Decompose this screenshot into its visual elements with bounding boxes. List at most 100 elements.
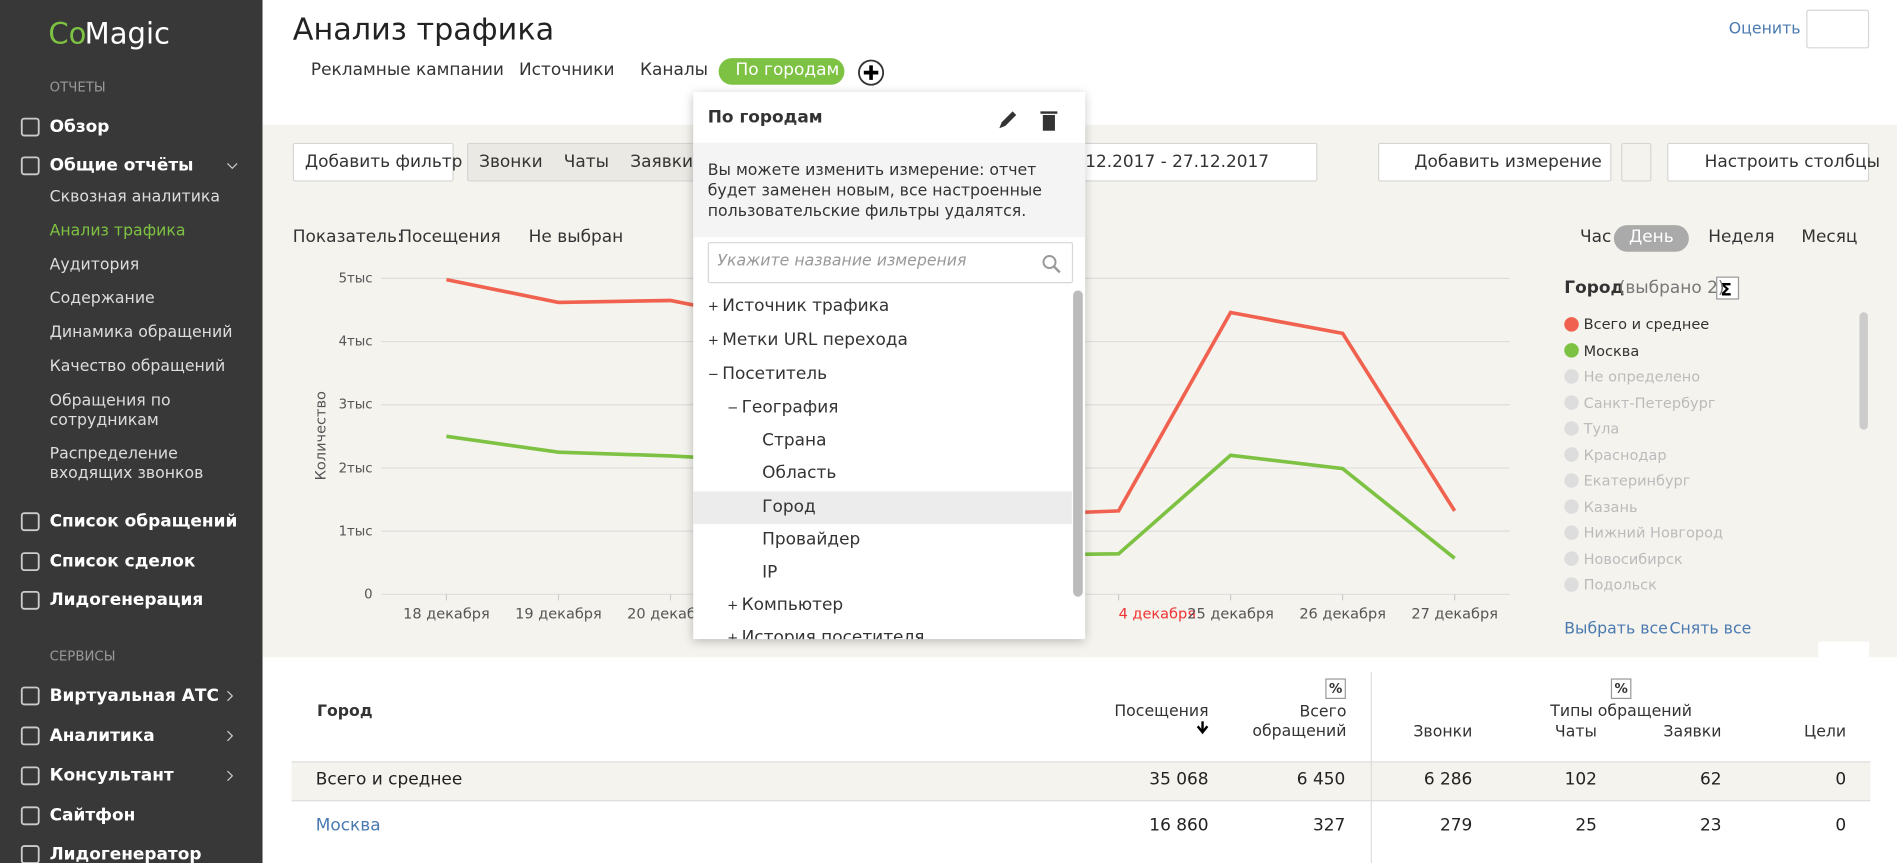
legend-item[interactable]: Краснодар	[1583, 446, 1667, 463]
nav-subitem[interactable]: Содержание	[49, 289, 155, 309]
search-box[interactable]	[707, 242, 1074, 284]
tree-toggle[interactable]: +	[707, 332, 719, 348]
legend-item[interactable]: Новосибирск	[1583, 550, 1683, 568]
type-option[interactable]: Заявки	[630, 152, 693, 172]
nav-icon	[20, 552, 40, 572]
legend-item[interactable]: Казань	[1583, 498, 1638, 516]
tree-item[interactable]: Провайдер	[762, 530, 861, 550]
legend-item[interactable]: Всего и среднее	[1583, 315, 1710, 333]
collapse-tab[interactable]	[1818, 641, 1870, 658]
tree-item[interactable]: Метки URL перехода	[722, 330, 908, 350]
nav-icon	[20, 117, 40, 137]
tree-item[interactable]: История посетителя	[741, 628, 925, 640]
tree-toggle[interactable]: −	[727, 400, 739, 416]
tree-toggle[interactable]: +	[727, 597, 739, 614]
table-cell: 6 286	[1423, 769, 1473, 790]
x-tick-label: 26 декабря	[1299, 605, 1386, 623]
tree-toggle[interactable]: +	[727, 630, 739, 640]
table-cell: 23	[1699, 815, 1722, 836]
tree-item[interactable]: Компьютер	[741, 595, 844, 615]
table-cell: 0	[1835, 769, 1847, 790]
nav-item[interactable]: Список обращений	[49, 511, 238, 532]
date-box[interactable]	[1064, 142, 1318, 182]
pct-toggle	[1325, 678, 1346, 700]
tree-toggle[interactable]: −	[707, 366, 719, 382]
sum-toggle	[1716, 276, 1740, 300]
table-cell: 102	[1564, 769, 1597, 790]
tree-toggle[interactable]: +	[707, 298, 719, 315]
table-cell: 16 860	[1149, 815, 1209, 836]
period-option[interactable]: Час	[1579, 227, 1612, 247]
add-dimension-button[interactable]	[1377, 142, 1612, 182]
nav-subitem[interactable]: Обращения по сотрудникам	[49, 392, 171, 430]
nav-item[interactable]: Лидогенерация	[49, 590, 204, 611]
rate-link[interactable]: Оценить	[1728, 19, 1801, 39]
nav-item[interactable]: Виртуальная АТС	[49, 686, 219, 706]
tree-item[interactable]: Область	[762, 463, 837, 483]
nav-subitem[interactable]: Аудитория	[49, 255, 140, 275]
tab[interactable]: Каналы	[639, 60, 709, 80]
pct-label[interactable]: %	[1328, 680, 1343, 697]
tree-item[interactable]: Страна	[762, 430, 827, 451]
dropdown-note: Вы можете изменить измерение: отчет буде…	[707, 161, 1042, 221]
clear-button[interactable]	[1621, 142, 1652, 182]
nav-item[interactable]: Общие отчёты	[49, 156, 194, 176]
nav-item[interactable]: Обзор	[49, 117, 110, 137]
legend-item[interactable]: Подольск	[1583, 576, 1657, 594]
add-filter-button[interactable]	[292, 142, 454, 182]
y-axis-title: Количество	[312, 391, 330, 481]
period-option[interactable]: Месяц	[1801, 227, 1858, 247]
x-tick-label: 19 декабря	[515, 605, 602, 623]
nav-item[interactable]: Сайтфон	[49, 806, 136, 826]
legend-dot	[1564, 369, 1579, 384]
legend-dot	[1564, 499, 1579, 514]
type-switch[interactable]	[466, 142, 709, 182]
period-option[interactable]: Неделя	[1708, 227, 1775, 247]
link[interactable]: Выбрать все	[1564, 620, 1668, 639]
nav-item[interactable]: Аналитика	[49, 726, 155, 746]
tree-item[interactable]: Посетитель	[722, 364, 828, 384]
nav-icon	[20, 806, 40, 826]
legend-item[interactable]: Санкт-Петербург	[1583, 393, 1716, 411]
period-option[interactable]: День	[1629, 227, 1674, 247]
tree-item[interactable]: Город	[762, 497, 816, 517]
edit-delete-icons[interactable]	[996, 109, 1069, 133]
nav-subitem[interactable]: Сквозная аналитика	[49, 188, 221, 207]
tree-item[interactable]: География	[741, 398, 839, 418]
legend-item[interactable]: Москва	[1583, 341, 1640, 359]
tab[interactable]: Источники	[519, 60, 615, 80]
add-tab[interactable]	[858, 59, 885, 86]
legend-item[interactable]: Тула	[1583, 420, 1620, 437]
tree-item[interactable]: IP	[762, 562, 778, 583]
type-option[interactable]: Чаты	[563, 152, 610, 172]
indicator-select[interactable]: Не выбран	[528, 227, 624, 247]
nav-subitem[interactable]: Распределение входящих звонков	[49, 445, 204, 483]
legend-item[interactable]: Не определено	[1583, 367, 1701, 385]
table-cell: 327	[1312, 815, 1346, 836]
tree-item[interactable]: Источник трафика	[722, 296, 890, 316]
share-button[interactable]	[1806, 9, 1870, 49]
tab[interactable]: По городам	[735, 60, 840, 80]
pct-label[interactable]: %	[1614, 680, 1628, 697]
table-cell[interactable]: Москва	[315, 815, 381, 836]
x-tick-label: 4 декабря	[1118, 605, 1196, 623]
nav-subitem[interactable]: Качество обращений	[49, 357, 226, 376]
legend-title: Город	[1564, 278, 1625, 298]
y-tick-label: 3тыс	[338, 396, 373, 413]
columns-button[interactable]	[1667, 142, 1870, 182]
nav-subitem[interactable]: Анализ трафика	[49, 222, 186, 241]
column-group: Типы обращений	[1550, 702, 1692, 721]
nav-item[interactable]: Лидогенератор	[49, 844, 202, 863]
nav-subitem[interactable]: Динамика обращений	[49, 323, 233, 342]
legend-item[interactable]: Нижний Новгород	[1583, 524, 1724, 542]
legend-item[interactable]: Екатеринбург	[1583, 472, 1691, 490]
tab[interactable]: Рекламные кампании	[310, 60, 504, 80]
nav-item[interactable]: Консультант	[49, 766, 174, 786]
type-option[interactable]: Звонки	[479, 152, 543, 172]
chevron	[227, 516, 234, 527]
nav-icon	[20, 726, 40, 746]
link[interactable]: Снять все	[1669, 620, 1752, 639]
indicator-select[interactable]: Посещения	[399, 227, 501, 247]
sort-arrow	[1196, 721, 1209, 735]
nav-item[interactable]: Список сделок	[49, 551, 196, 572]
